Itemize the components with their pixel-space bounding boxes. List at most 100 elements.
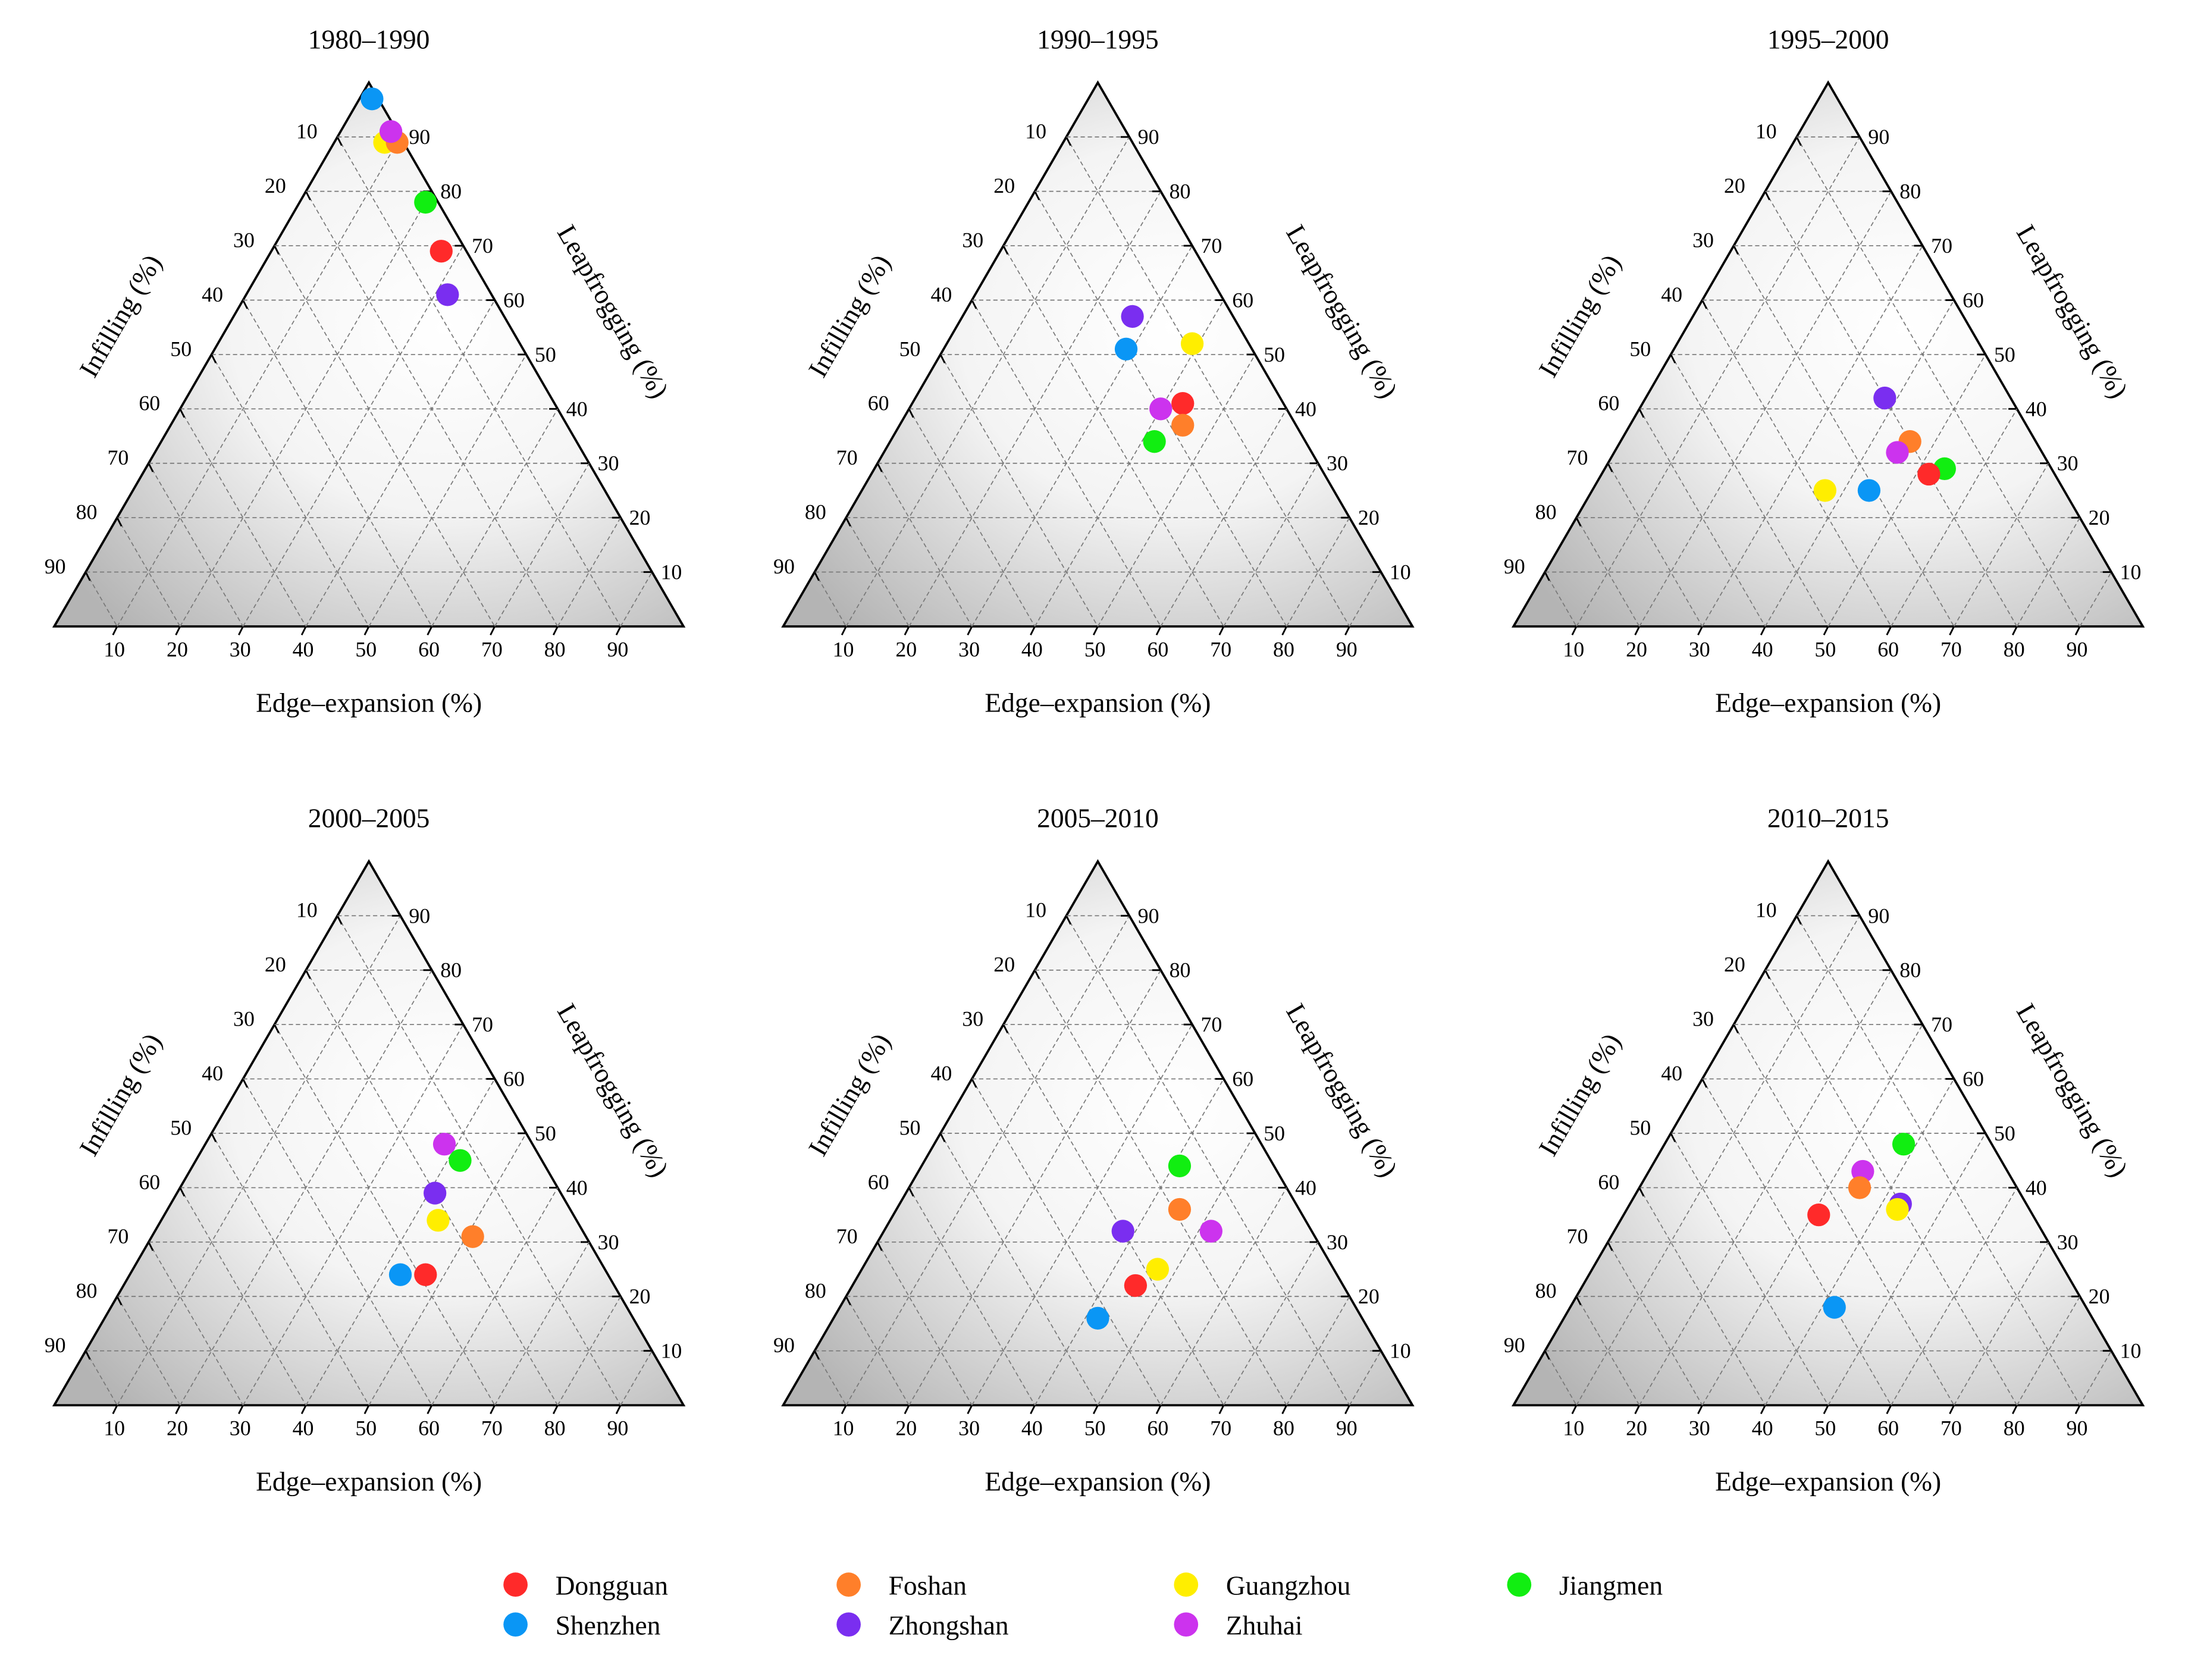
tick-mark <box>1002 245 1009 255</box>
gridline-edge <box>494 1242 590 1406</box>
tick-label-infilling: 30 <box>962 1007 983 1031</box>
tick-mark <box>116 1296 123 1306</box>
tick-mark <box>1575 517 1582 527</box>
tick-label-infilling: 50 <box>899 337 921 361</box>
gridline-infilling <box>1701 1079 1892 1406</box>
tick-mark <box>1733 1024 1739 1034</box>
legend-item: Zhuhai <box>1174 1610 1303 1640</box>
tick-mark <box>2012 1405 2018 1415</box>
tick-label-leapfrogging: 10 <box>1390 560 1411 584</box>
tick-mark <box>904 626 910 636</box>
tick-mark <box>615 626 622 636</box>
tick-label-leapfrogging: 80 <box>440 958 462 982</box>
tick-mark <box>211 354 217 363</box>
gridline-edge <box>1576 136 1860 627</box>
axis-title-edge: Edge–expansion (%) <box>256 1466 482 1497</box>
tick-mark <box>1701 1078 1708 1088</box>
gridline-infilling <box>877 463 973 627</box>
tick-mark <box>336 915 343 925</box>
tick-label-leapfrogging: 20 <box>2089 506 2110 529</box>
tick-label-leapfrogging: 20 <box>1358 506 1380 529</box>
data-point-zhuhai <box>379 120 403 143</box>
legend-label: Guangzhou <box>1226 1570 1351 1600</box>
tick-label-edge: 70 <box>481 637 503 661</box>
tick-label-leapfrogging: 60 <box>1963 288 1984 312</box>
gridline-infilling <box>1670 354 1829 627</box>
tick-label-leapfrogging: 50 <box>1264 343 1285 366</box>
tick-mark <box>845 517 851 527</box>
axis-title-infilling: Infilling (%) <box>73 249 167 382</box>
tick-label-infilling: 50 <box>1629 1115 1651 1139</box>
tick-label-infilling: 70 <box>1567 1224 1588 1248</box>
tick-label-leapfrogging: 50 <box>1994 343 2015 366</box>
gridline-infilling <box>1544 1350 1577 1406</box>
gridline-edge <box>368 1133 527 1406</box>
tick-label-leapfrogging: 50 <box>535 1121 556 1145</box>
tick-label-edge: 10 <box>833 1416 854 1440</box>
gridline-infilling <box>1639 408 1766 627</box>
tick-mark <box>211 1133 217 1143</box>
axis-title-leapfrogging: Leapfrogging (%) <box>1280 220 1404 403</box>
axis-title-infilling: Infilling (%) <box>73 1028 167 1161</box>
tick-label-edge: 80 <box>1273 1416 1294 1440</box>
tick-mark <box>1030 1405 1036 1415</box>
tick-label-leapfrogging: 10 <box>660 1339 682 1363</box>
tick-mark <box>552 626 559 636</box>
tick-label-infilling: 80 <box>1535 500 1557 524</box>
tick-label-edge: 80 <box>544 1416 566 1440</box>
data-point-zhuhai <box>1199 1220 1222 1243</box>
tick-label-infilling: 60 <box>868 391 889 415</box>
tick-mark <box>908 1187 914 1197</box>
tick-label-infilling: 60 <box>139 1170 160 1194</box>
tick-label-edge: 70 <box>1210 1416 1231 1440</box>
tick-label-edge: 30 <box>958 637 980 661</box>
ternary-panel: 2000–2005 10 10 10 20 20 20 30 30 30 40 40 40 50 50 50 6… <box>45 803 686 1497</box>
gridline-edge <box>908 191 1161 627</box>
gridline-edge <box>1827 354 1986 627</box>
gridline-infilling <box>148 1242 244 1406</box>
gridline-edge <box>1701 245 1923 627</box>
tick-label-leapfrogging: 80 <box>440 180 462 203</box>
tick-label-edge: 40 <box>1021 1416 1043 1440</box>
panel-title: 1990–1995 <box>1037 24 1159 54</box>
tick-mark <box>1281 626 1288 636</box>
tick-label-leapfrogging: 40 <box>566 397 588 421</box>
gridline-edge <box>1701 1024 1923 1406</box>
gridline-edge <box>431 1187 559 1406</box>
ternary-panel: 1990–1995 10 10 10 20 20 20 30 30 30 40 40 40 50 50 50 6… <box>773 24 1415 718</box>
tick-label-infilling: 90 <box>1504 1333 1525 1357</box>
legend-label: Foshan <box>889 1570 967 1600</box>
tick-mark <box>1823 1405 1829 1415</box>
gridline-infilling <box>1003 245 1224 627</box>
data-point-zhongshan <box>436 283 459 306</box>
tick-mark <box>148 1242 154 1251</box>
gridline-infilling <box>242 300 432 627</box>
tick-mark <box>1697 626 1703 636</box>
gridline-edge <box>908 970 1161 1406</box>
data-point-zhuhai <box>1149 397 1173 421</box>
gridline-infilling <box>1733 1024 1955 1406</box>
tick-mark <box>1670 1133 1676 1143</box>
tick-label-infilling: 70 <box>107 1224 128 1248</box>
gridline-edge <box>1639 191 1892 627</box>
data-point-dongguan <box>1124 1274 1148 1297</box>
gridline-edge <box>117 136 401 627</box>
gridline-edge <box>180 970 432 1406</box>
gridline-infilling <box>814 572 847 627</box>
tick-mark <box>908 408 914 418</box>
data-point-dongguan <box>1917 462 1940 486</box>
tick-mark <box>179 408 186 418</box>
gridline-edge <box>242 1024 464 1406</box>
tick-label-infilling: 90 <box>45 554 66 578</box>
axis-title-edge: Edge–expansion (%) <box>1715 688 1941 718</box>
tick-label-edge: 30 <box>230 637 251 661</box>
tick-mark <box>1092 1405 1099 1415</box>
tick-mark <box>1733 245 1739 255</box>
tick-label-edge: 80 <box>544 637 566 661</box>
tick-mark <box>490 626 496 636</box>
tick-mark <box>305 191 311 200</box>
tick-label-leapfrogging: 50 <box>1264 1121 1285 1145</box>
gridline-infilling <box>971 1079 1161 1406</box>
tick-mark <box>1670 354 1676 363</box>
gridline-edge <box>1097 1133 1256 1406</box>
